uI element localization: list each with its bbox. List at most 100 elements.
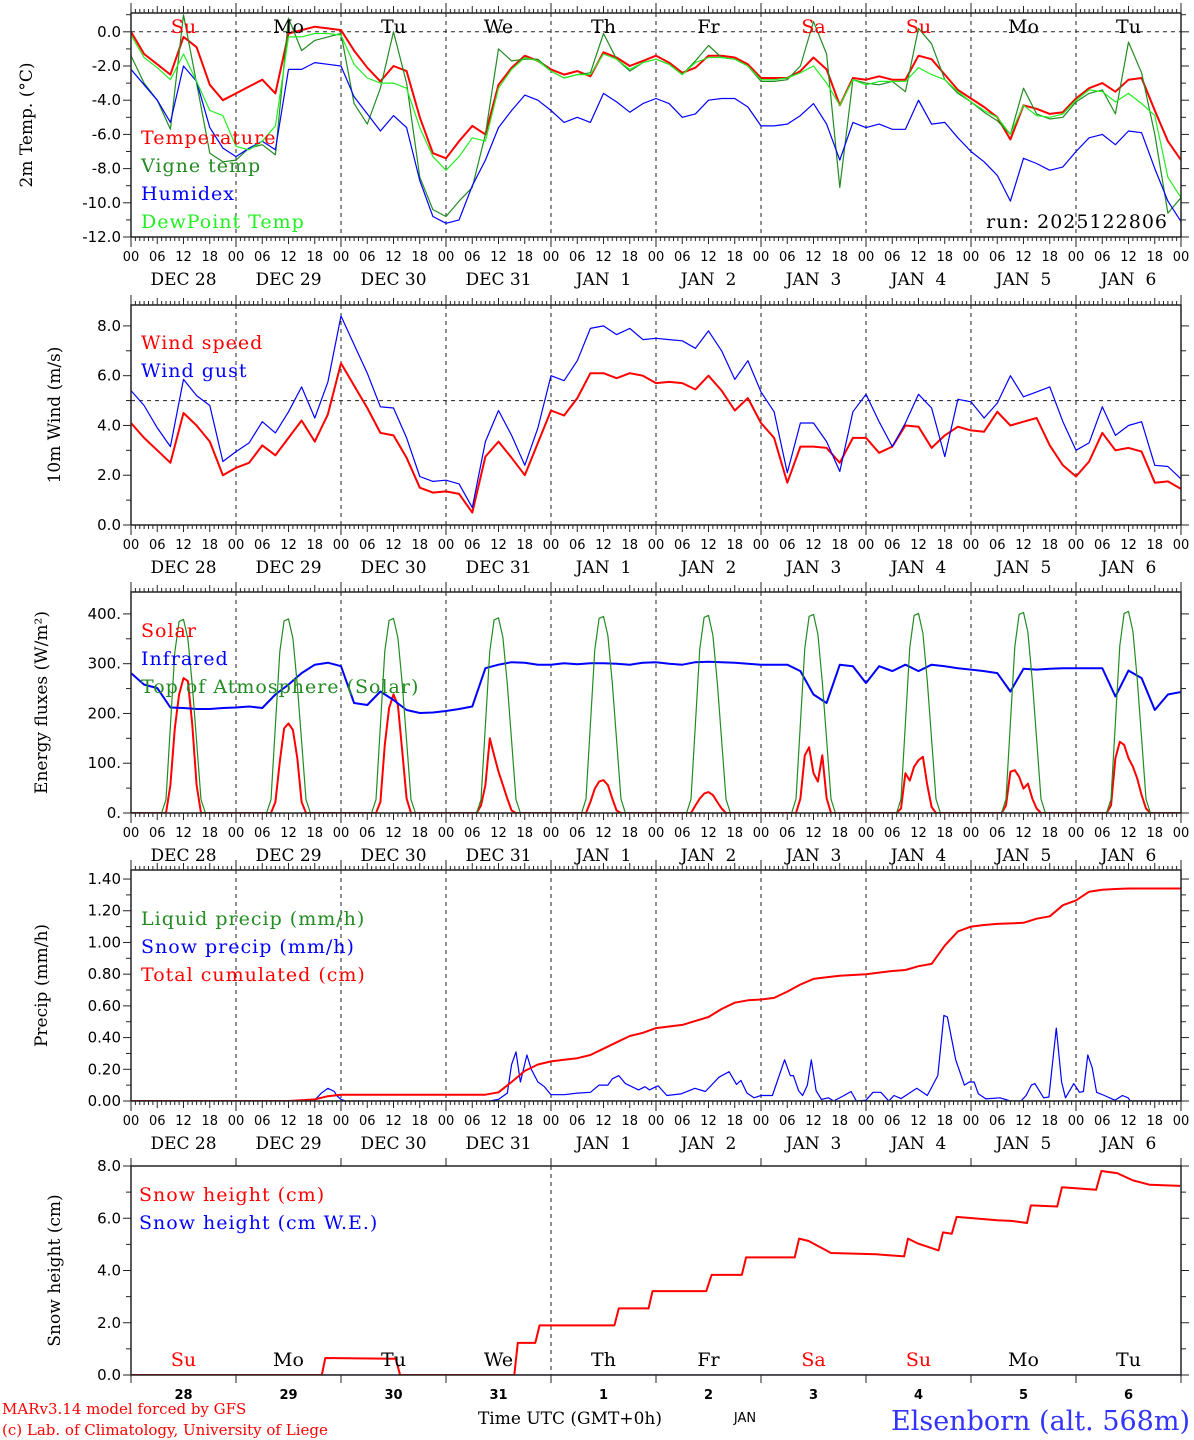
hour-label: 06 [464, 826, 481, 841]
y-tick-label: 6.0 [97, 1209, 121, 1227]
y-tick-label: -4.0 [92, 91, 121, 109]
hour-label: 00 [963, 538, 980, 553]
hour-label: 18 [201, 538, 218, 553]
total-cumulated-cm-line [131, 887, 1181, 1101]
hour-label: 00 [963, 826, 980, 841]
hour-label: 00 [228, 1114, 245, 1129]
y-tick-label: 1.00 [88, 933, 121, 951]
hour-label: 12 [910, 250, 927, 265]
date-label: JAN 3 [784, 1134, 842, 1154]
y-axis-title: Precip (mm/h) [32, 924, 52, 1047]
hour-label: 06 [674, 538, 691, 553]
hour-label: 06 [989, 1114, 1006, 1129]
hour-label: 18 [306, 826, 323, 841]
hour-label: 18 [201, 826, 218, 841]
hour-label: 06 [569, 250, 586, 265]
hour-label: 12 [805, 826, 822, 841]
legend-entry: Snow precip (mm/h) [141, 936, 355, 958]
legend-entry: Wind gust [141, 360, 248, 382]
hour-label: 12 [280, 826, 297, 841]
hour-label: 00 [648, 250, 665, 265]
hour-label: 00 [858, 1114, 875, 1129]
hour-label: 18 [411, 538, 428, 553]
hour-label: 12 [700, 1114, 717, 1129]
date-label: JAN 6 [1099, 270, 1157, 290]
hour-label: 00 [228, 826, 245, 841]
hour-label: 18 [621, 250, 638, 265]
hour-label: 00 [333, 826, 350, 841]
hour-label: 18 [1146, 250, 1163, 265]
hour-label: 12 [280, 538, 297, 553]
weekday-label: We [484, 1349, 513, 1371]
hour-label: 06 [149, 538, 166, 553]
date-label: JAN 1 [574, 846, 632, 866]
y-tick-label: 0.0 [97, 516, 121, 534]
hour-label: 00 [1068, 826, 1085, 841]
weekday-label: Tu [1116, 16, 1141, 38]
hour-label: 00 [753, 538, 770, 553]
hour-label: 00 [1068, 538, 1085, 553]
date-label: JAN 2 [679, 1134, 737, 1154]
hour-label: 12 [490, 1114, 507, 1129]
y-axis-title: Energy fluxes (W/m²) [32, 611, 52, 794]
plot-frame [130, 869, 1182, 1102]
hour-label: 12 [1015, 1114, 1032, 1129]
hour-label: 12 [385, 826, 402, 841]
y-tick-label: 6.0 [97, 367, 121, 385]
month-label: JAN [733, 1411, 756, 1426]
hour-label: 00 [123, 826, 140, 841]
hour-label: 18 [516, 250, 533, 265]
day-number-label: 31 [489, 1388, 507, 1403]
precip-panel: 0.00 0.20 0.40 0.60 0.80 1.00 1.20 1.40 Precip (… [32, 860, 1189, 1154]
hour-label: 06 [884, 538, 901, 553]
y-tick-label: 0.00 [88, 1092, 121, 1110]
energy-panel: 0. 100. 200. 300. 400. Energy fluxes (W/m²) So… [32, 582, 1189, 866]
hour-label: 18 [831, 1114, 848, 1129]
snow-precip-mm-h-line [131, 1014, 1181, 1101]
hour-label: 12 [805, 1114, 822, 1129]
hour-label: 18 [831, 826, 848, 841]
hour-label: 12 [805, 538, 822, 553]
date-label: DEC 31 [465, 558, 531, 578]
credit-line-1: MARv3.14 model forced by GFS [2, 1400, 246, 1418]
y-tick-label: 100. [88, 754, 121, 772]
y-tick-label: 1.20 [88, 902, 121, 920]
legend-entry: Top of Atmosphere (Solar) [141, 676, 419, 698]
hour-label: 12 [910, 1114, 927, 1129]
weekday-label: Th [591, 1349, 616, 1371]
hour-label: 12 [595, 250, 612, 265]
hour-label: 00 [543, 538, 560, 553]
temperature-line [131, 25, 1181, 161]
hour-label: 18 [936, 538, 953, 553]
y-tick-label: 200. [88, 704, 121, 722]
hour-label: 12 [280, 250, 297, 265]
hour-label: 18 [621, 1114, 638, 1129]
weekday-label: Sa [801, 1349, 825, 1371]
date-label: JAN 5 [994, 558, 1052, 578]
y-axis-title: Snow height (cm) [45, 1194, 65, 1346]
weekday-label: Mo [1008, 1349, 1039, 1371]
wind-gust-line [131, 315, 1181, 509]
date-label: DEC 28 [150, 270, 216, 290]
legend-entry: DewPoint Temp [141, 211, 305, 233]
hour-label: 00 [123, 538, 140, 553]
hour-label: 12 [175, 538, 192, 553]
hour-label: 18 [306, 1114, 323, 1129]
hour-label: 00 [543, 1114, 560, 1129]
day-number-label: 30 [384, 1388, 402, 1403]
y-tick-label: 0.0 [97, 23, 121, 41]
y-tick-label: 8.0 [97, 317, 121, 335]
hour-label: 06 [674, 1114, 691, 1129]
hour-label: 18 [1041, 250, 1058, 265]
hour-label: 06 [779, 826, 796, 841]
hour-label: 18 [411, 250, 428, 265]
y-tick-label: 2.0 [97, 1314, 121, 1332]
hour-label: 06 [674, 250, 691, 265]
hour-label: 12 [700, 538, 717, 553]
date-label: DEC 31 [465, 270, 531, 290]
credit-line-2: (c) Lab. of Climatology, University of L… [2, 1421, 328, 1439]
legend-entry: Humidex [141, 183, 235, 205]
y-tick-label: 8.0 [97, 1157, 121, 1175]
hour-label: 00 [648, 1114, 665, 1129]
weekday-label: Mo [273, 16, 304, 38]
